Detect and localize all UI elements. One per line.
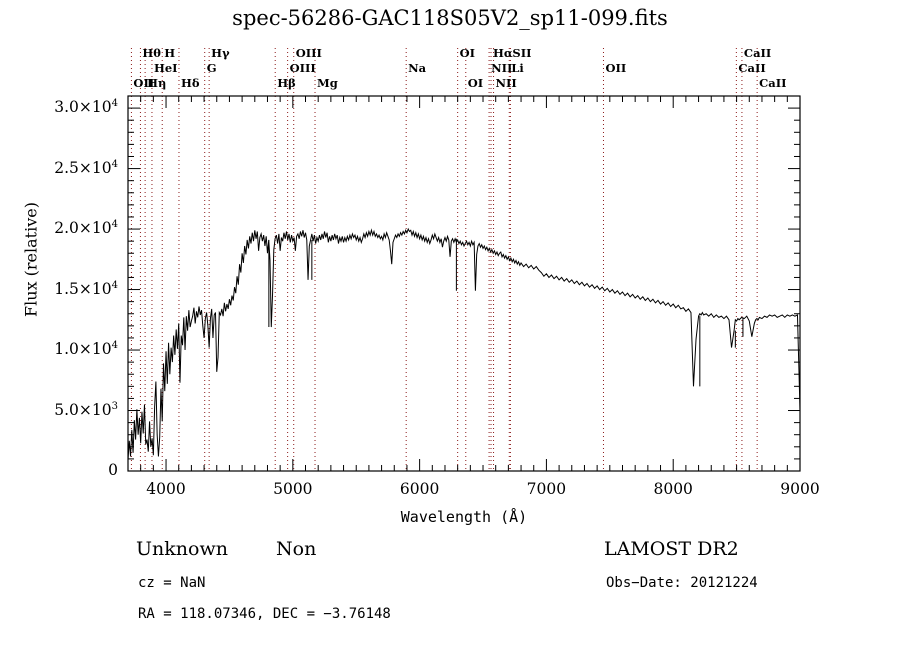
- axis-ticks: [127, 95, 801, 472]
- line-label: CaII: [738, 61, 766, 75]
- line-label: HeI: [153, 61, 178, 75]
- x-tick-label: 4000: [146, 480, 186, 498]
- line-label: Hβ: [277, 76, 296, 90]
- line-label: CaII: [743, 46, 772, 60]
- x-axis-label: Wavelength (Å): [400, 508, 528, 526]
- line-label: H: [164, 46, 176, 60]
- line-label: CaII: [759, 76, 787, 90]
- cz-value: cz = NaN: [138, 575, 206, 591]
- line-label: Hδ: [180, 76, 200, 90]
- line-label: NII: [491, 61, 513, 75]
- object-class-label: Unknown: [136, 538, 228, 560]
- line-label: Hγ: [211, 46, 230, 60]
- emission-line-gridlines: [130, 48, 758, 471]
- line-label: G: [206, 61, 217, 75]
- line-label: Hη: [147, 76, 167, 90]
- line-label: OII: [133, 76, 155, 90]
- line-label: SII: [512, 46, 532, 60]
- spectrum-trace: [127, 227, 801, 461]
- axes-frame: [127, 95, 801, 472]
- y-tick-label: 5.0×103: [54, 400, 118, 419]
- line-label: OII: [605, 61, 627, 75]
- y-tick-label: 0: [108, 461, 118, 479]
- line-label: Hθ: [142, 46, 161, 60]
- survey-label: LAMOST DR2: [604, 538, 739, 560]
- x-tick-label: 8000: [653, 480, 693, 498]
- y-tick-label: 2.0×104: [54, 219, 118, 238]
- line-label: OI: [467, 76, 484, 90]
- x-tick-label: 6000: [399, 480, 440, 498]
- y-tick-label: 2.5×104: [54, 158, 118, 177]
- y-tick-label: 1.0×104: [54, 340, 118, 359]
- line-label: Na: [408, 61, 427, 75]
- object-subclass-label: Non: [276, 538, 317, 560]
- line-label: OI: [459, 46, 476, 60]
- line-label: Li: [511, 61, 524, 75]
- y-tick-label: 1.5×104: [54, 279, 118, 298]
- x-tick-label: 5000: [273, 480, 313, 498]
- line-label: Mg: [317, 76, 338, 90]
- line-label: OIII: [289, 61, 316, 75]
- y-tick-label: 3.0×104: [54, 98, 118, 117]
- line-label: OIII: [295, 46, 322, 60]
- obs-date-value: Obs−Date: 20121224: [606, 575, 758, 591]
- coordinates-value: RA = 118.07346, DEC = −3.76148: [138, 606, 391, 622]
- line-label: NII: [495, 76, 517, 90]
- x-tick-label: 7000: [526, 480, 567, 498]
- page-title: spec-56286-GAC118S05V2_sp11-099.fits: [232, 6, 668, 30]
- x-tick-label: 9000: [780, 480, 820, 498]
- line-label: Hα: [493, 46, 513, 60]
